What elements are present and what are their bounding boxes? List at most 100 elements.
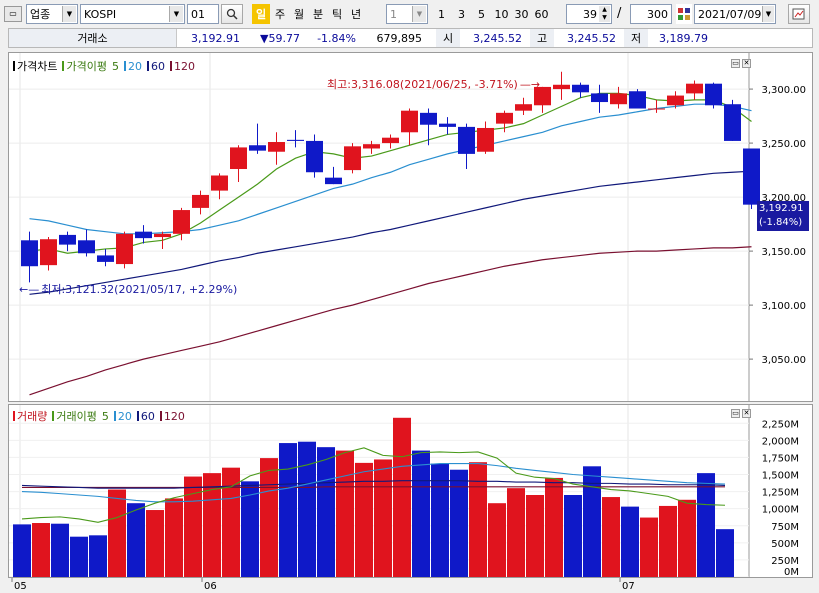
volume-bar[interactable] xyxy=(355,462,373,577)
period-tab-2[interactable]: 월 xyxy=(293,8,305,21)
candle[interactable] xyxy=(173,207,190,241)
volume-bar[interactable] xyxy=(89,535,107,577)
search-button[interactable] xyxy=(221,4,243,24)
interval-preset-60[interactable]: 60 xyxy=(534,7,549,21)
period-tab-1[interactable]: 주 xyxy=(274,8,286,21)
candle[interactable] xyxy=(192,190,209,215)
index-code-field[interactable]: 01 xyxy=(187,4,219,24)
volume-bar[interactable] xyxy=(241,481,259,577)
interval-preset-10[interactable]: 10 xyxy=(494,7,509,21)
period-tab-5[interactable]: 년 xyxy=(350,8,362,21)
volume-bar[interactable] xyxy=(298,441,316,577)
volume-bar[interactable] xyxy=(659,505,677,577)
panel-minimize-icon[interactable]: ▭ xyxy=(731,59,740,68)
candle[interactable] xyxy=(211,173,228,200)
interval-preset-3[interactable]: 3 xyxy=(458,7,465,21)
volume-bar[interactable] xyxy=(716,529,734,577)
volume-bar[interactable] xyxy=(412,450,430,577)
volume-bar[interactable] xyxy=(70,536,88,577)
candle[interactable] xyxy=(78,229,95,257)
settings-button[interactable] xyxy=(676,4,692,24)
volume-bar[interactable] xyxy=(260,458,278,577)
candle[interactable] xyxy=(591,84,608,113)
candle[interactable] xyxy=(40,237,57,271)
chart-tools-button[interactable] xyxy=(788,4,810,24)
candle[interactable] xyxy=(382,134,399,149)
volume-bar[interactable] xyxy=(184,476,202,577)
chevron-down-icon[interactable]: ▼ xyxy=(169,6,183,22)
volume-bar[interactable] xyxy=(450,469,468,577)
count-total-field[interactable]: 300 xyxy=(630,4,672,24)
chevron-down-icon[interactable]: ▼ xyxy=(412,6,426,22)
candle[interactable] xyxy=(325,166,342,185)
interval-preset-1[interactable]: 1 xyxy=(438,7,445,21)
panel-close-icon[interactable]: ✕ xyxy=(742,409,751,418)
volume-bar[interactable] xyxy=(526,495,544,577)
chevron-down-icon[interactable]: ▼ xyxy=(62,6,76,22)
volume-bar[interactable] xyxy=(602,497,620,577)
interval-preset-5[interactable]: 5 xyxy=(478,7,485,21)
candle[interactable] xyxy=(363,140,380,154)
panel-close-icon[interactable]: ✕ xyxy=(742,59,751,68)
candle[interactable] xyxy=(648,99,665,113)
volume-bar[interactable] xyxy=(127,503,145,577)
candle[interactable] xyxy=(705,82,722,109)
candle[interactable] xyxy=(154,231,171,249)
chevron-down-icon[interactable]: ▼ xyxy=(762,6,774,22)
volume-bar[interactable] xyxy=(146,510,164,577)
volume-bar[interactable] xyxy=(507,488,525,577)
volume-bar[interactable] xyxy=(621,506,639,577)
candle[interactable] xyxy=(458,123,475,170)
candle[interactable] xyxy=(610,86,627,109)
candle[interactable] xyxy=(686,80,703,100)
volume-bar[interactable] xyxy=(165,498,183,577)
volume-bar[interactable] xyxy=(697,473,715,577)
candle[interactable] xyxy=(667,91,684,109)
period-tab-3[interactable]: 분 xyxy=(312,8,324,21)
candle[interactable] xyxy=(230,145,247,182)
candle[interactable] xyxy=(496,110,513,133)
candle[interactable] xyxy=(268,132,285,165)
volume-bar[interactable] xyxy=(678,499,696,577)
candle[interactable] xyxy=(629,89,646,109)
volume-bar[interactable] xyxy=(393,417,411,577)
candle[interactable] xyxy=(420,108,437,146)
volume-bar[interactable] xyxy=(545,477,563,577)
volume-bar[interactable] xyxy=(317,447,335,577)
candle[interactable] xyxy=(553,71,570,100)
price-chart-svg[interactable]: 3,050.00 3,100.00 3,150.00 3,200.00 3,250.00… xyxy=(9,53,812,401)
market-select[interactable]: 업종 ▼ xyxy=(26,4,78,24)
volume-bar[interactable] xyxy=(108,489,126,577)
candle[interactable] xyxy=(97,248,114,267)
volume-bar[interactable] xyxy=(13,524,31,577)
volume-bar[interactable] xyxy=(374,459,392,577)
count-field[interactable]: 39 ▲ ▼ xyxy=(566,4,612,24)
candle[interactable] xyxy=(21,231,38,283)
candle[interactable] xyxy=(534,86,551,113)
candle[interactable] xyxy=(135,225,152,244)
volume-bar[interactable] xyxy=(488,503,506,577)
volume-bar[interactable] xyxy=(336,450,354,577)
volume-bar[interactable] xyxy=(469,462,487,577)
panel-minimize-icon[interactable]: ▭ xyxy=(731,409,740,418)
volume-bar[interactable] xyxy=(431,463,449,577)
period-tab-4[interactable]: 틱 xyxy=(331,8,343,21)
volume-bar[interactable] xyxy=(640,517,658,577)
candle[interactable] xyxy=(116,231,133,269)
volume-bar[interactable] xyxy=(32,523,50,577)
volume-bar[interactable] xyxy=(564,495,582,577)
volume-bar[interactable] xyxy=(583,466,601,577)
candle[interactable] xyxy=(572,82,589,98)
candle[interactable] xyxy=(287,130,304,148)
candle[interactable] xyxy=(344,143,361,174)
spinner-icon[interactable]: ▲ ▼ xyxy=(599,6,610,22)
interval-preset-30[interactable]: 30 xyxy=(514,7,529,21)
period-tab-0[interactable]: 일 xyxy=(252,4,270,24)
candle[interactable] xyxy=(59,231,76,252)
grip-handle[interactable]: ▭ xyxy=(4,6,22,22)
candle[interactable] xyxy=(724,99,741,141)
volume-bar[interactable] xyxy=(51,523,69,577)
candle[interactable] xyxy=(515,97,532,116)
candle[interactable] xyxy=(306,134,323,178)
volume-bar[interactable] xyxy=(222,467,240,577)
